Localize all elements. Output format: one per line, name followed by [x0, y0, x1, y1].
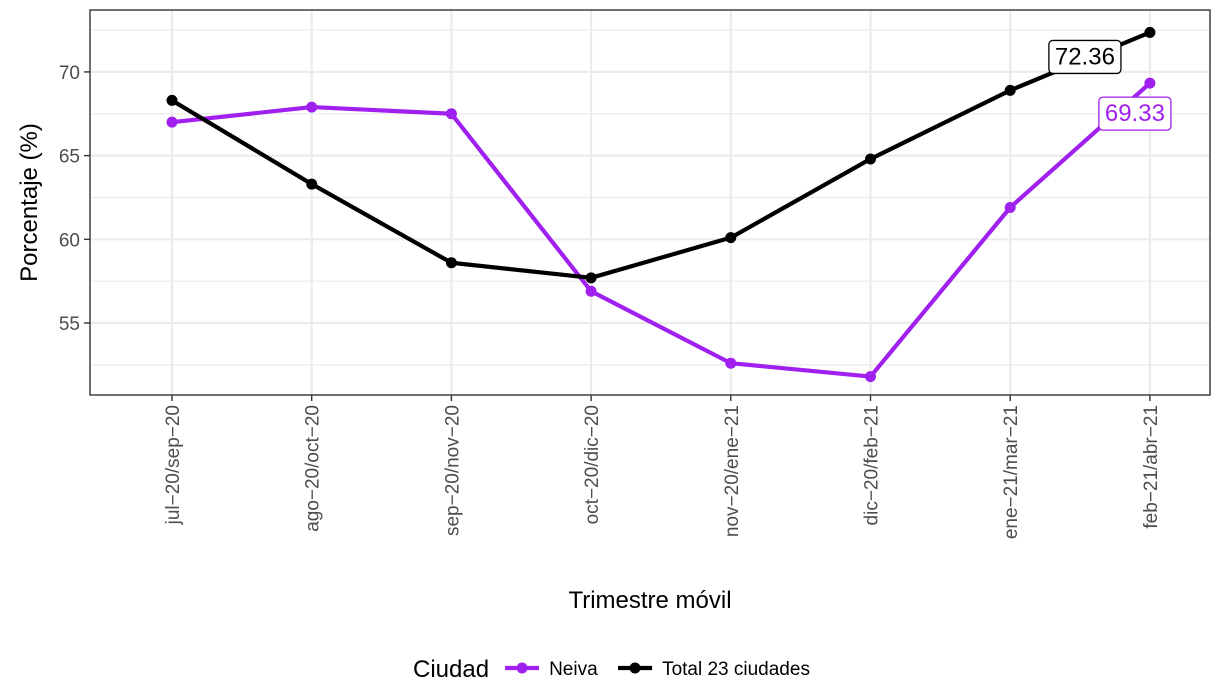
legend-key-point: [629, 662, 641, 674]
data-point-total-23-ciudades: [865, 153, 876, 165]
legend-label: Neiva: [549, 659, 598, 680]
end-label-text: 72.36: [1055, 43, 1115, 70]
x-axis-ticks: jul−20/sep−20 ago−20/oct−20 sep−20/nov−20 o…: [163, 395, 1162, 539]
end-label-box: [1098, 96, 1172, 131]
data-point-total-23-ciudades: [1004, 84, 1016, 96]
legend-label: Total 23 ciudades: [662, 659, 810, 680]
series-line-total-23-ciudades: [170, 30, 1151, 280]
y-axis-ticks: 55 60 65 70: [59, 63, 90, 335]
data-point-neiva: [306, 101, 318, 113]
end-label-neiva: 69.33: [1098, 96, 1172, 131]
data-point-neiva: [725, 357, 737, 369]
series-line-neiva: [171, 81, 1152, 379]
x-tick-label: oct−20/dic−20: [582, 405, 603, 524]
end-label-box: [1048, 39, 1122, 75]
legend-key-point: [516, 662, 528, 674]
major-gridlines: [90, 10, 1210, 395]
y-tick-label: 60: [59, 230, 80, 251]
end-label-text: 69.33: [1105, 100, 1165, 127]
legend: Ciudad Neiva Total 23 ciudades: [413, 656, 810, 683]
x-tick-label: feb−21/abr−21: [1141, 405, 1162, 529]
data-point-total-23-ciudades: [585, 272, 597, 284]
x-tick-label: jul−20/sep−20: [163, 405, 184, 525]
data-point-neiva: [1004, 202, 1016, 214]
minor-gridlines: [90, 29, 1210, 366]
y-tick-label: 70: [59, 63, 80, 84]
legend-item-total-23-ciudades: Total 23 ciudades: [618, 659, 810, 680]
data-point-total-23-ciudades: [1144, 26, 1156, 38]
data-point-total-23-ciudades: [306, 178, 318, 190]
y-axis-title: Porcentaje (%): [16, 123, 43, 282]
data-point-neiva: [865, 371, 876, 383]
data-point-neiva: [166, 116, 178, 128]
data-point-neiva: [445, 108, 457, 120]
x-tick-label: sep−20/nov−20: [442, 405, 463, 536]
x-tick-label: ago−20/oct−20: [303, 405, 324, 532]
series-layer: [166, 26, 1156, 383]
data-point-total-23-ciudades: [166, 94, 178, 106]
y-tick-label: 55: [59, 314, 80, 335]
data-point-neiva: [1144, 77, 1156, 89]
x-axis-title: Trimestre móvil: [568, 587, 731, 614]
x-tick-label: nov−20/ene−21: [722, 405, 743, 537]
data-point-total-23-ciudades: [725, 232, 737, 244]
panel-border: [89, 9, 1211, 396]
y-tick-label: 65: [59, 147, 80, 168]
end-labels-layer: 69.33 72.36: [1048, 39, 1172, 131]
data-point-total-23-ciudades: [445, 257, 457, 269]
legend-title: Ciudad: [413, 656, 489, 683]
end-label-total-23-ciudades: 72.36: [1048, 39, 1122, 75]
data-point-neiva: [585, 285, 597, 297]
legend-item-neiva: Neiva: [505, 659, 598, 680]
x-tick-label: ene−21/mar−21: [1001, 405, 1022, 539]
x-tick-label: dic−20/feb−21: [862, 405, 883, 525]
